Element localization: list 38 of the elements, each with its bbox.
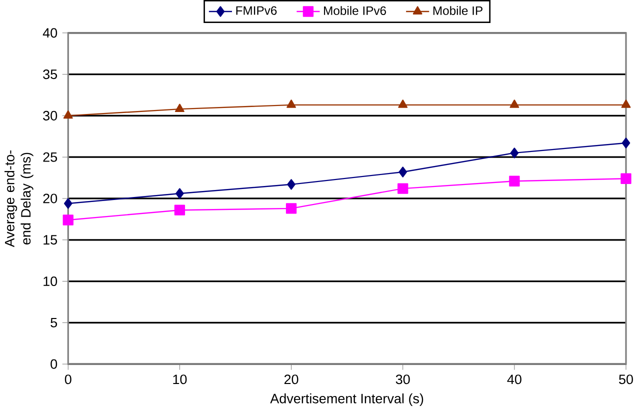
point (174, 104, 184, 112)
y-tick-label: 20 (43, 194, 58, 204)
legend-label: Mobile IP (433, 6, 482, 16)
point (176, 188, 184, 200)
point (63, 110, 73, 119)
x-tick-label: 20 (284, 374, 298, 384)
y-tick-label: 5 (50, 318, 58, 328)
y-tick-label: 10 (44, 276, 58, 286)
y-tick-label: 15 (44, 235, 58, 245)
point (62, 214, 74, 226)
point (286, 203, 297, 214)
legend-label: FMIPv6 (236, 6, 277, 16)
point (64, 198, 72, 210)
point (174, 204, 186, 216)
point (398, 183, 408, 194)
y-tick-label: 0 (50, 360, 58, 370)
point (287, 179, 296, 190)
point (620, 174, 632, 184)
point (509, 176, 520, 187)
x-tick-label: 0 (64, 374, 72, 384)
x-tick-label: 10 (173, 374, 187, 384)
point (398, 166, 407, 178)
point (398, 100, 408, 108)
legend-label: Mobile IPv6 (324, 6, 386, 16)
point (286, 100, 296, 108)
y-axis-title: Average end-to-end Delay (ms) (4, 150, 34, 248)
y-tick-label: 35 (43, 70, 58, 80)
x-tick-label: 40 (507, 374, 522, 384)
point (510, 148, 519, 159)
point (622, 138, 630, 149)
x-axis-title: Advertisement Interval (s) (270, 394, 424, 406)
x-tick-label: 50 (619, 374, 633, 384)
y-tick-label: 30 (43, 111, 58, 121)
y-tick-label: 40 (42, 28, 58, 38)
y-tick-label: 25 (43, 152, 58, 162)
x-tick-label: 30 (396, 374, 410, 384)
point (510, 100, 520, 108)
point (621, 100, 631, 108)
